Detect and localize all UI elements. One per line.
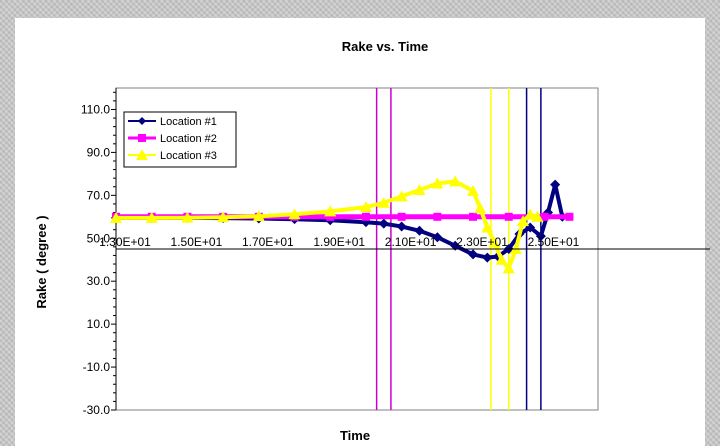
series-2-point: [326, 212, 335, 221]
y-axis: 110.0 90.0 70.0 50.0 30.0 10.0 -10.0 -30.0: [81, 88, 117, 417]
y-tick-label: 10.0: [87, 317, 111, 331]
series-3-point: [324, 205, 337, 217]
series-3-point: [524, 208, 537, 220]
x-tick-label: 2.50E+01: [528, 235, 580, 249]
x-tick-label: 1.90E+01: [313, 235, 365, 249]
series-3-point: [377, 196, 390, 208]
y-tick-label: 50.0: [87, 231, 111, 245]
x-tick-label: 1.30E+01: [99, 235, 151, 249]
series-3-point: [467, 185, 480, 197]
y-axis-title: Rake ( degree ): [34, 215, 49, 308]
series-1-point: [414, 225, 425, 236]
series-1-point: [378, 218, 389, 229]
series-1-point: [550, 179, 561, 190]
series-3-point: [110, 211, 122, 223]
x-axis: 1.30E+01 1.50E+01 1.70E+01 1.90E+01 2.10E+01…: [99, 235, 710, 250]
y-tick-label: -30.0: [83, 403, 111, 417]
series-3-point: [531, 210, 544, 222]
series-group: [110, 175, 574, 274]
series-3-point: [481, 221, 494, 233]
series-3-point: [517, 215, 530, 227]
series-3-point: [431, 177, 444, 189]
series-3-point: [413, 183, 426, 195]
y-tick-label: 110.0: [81, 102, 110, 116]
legend-label-1: Location #1: [160, 116, 217, 128]
series-1-point: [450, 240, 461, 251]
x-tick-label: 2.10E+01: [385, 235, 437, 249]
legend-marker-1: [138, 117, 146, 125]
x-axis-title: Time: [340, 428, 370, 443]
series-3-point: [495, 253, 508, 265]
series-2-point: [504, 212, 513, 221]
series-1-point: [432, 232, 443, 243]
legend-label-2: Location #2: [160, 133, 217, 145]
y-tick-label: 90.0: [87, 145, 111, 159]
series-3-point: [252, 210, 265, 222]
series-3-point: [217, 211, 230, 223]
legend-label-3: Location #3: [160, 150, 217, 162]
series-2-point: [397, 212, 406, 221]
legend-marker-2: [138, 134, 146, 142]
series-2-point: [565, 212, 574, 221]
y-tick-label: -10.0: [83, 360, 111, 374]
x-tick-label: 1.50E+01: [171, 235, 223, 249]
series-2-point: [433, 212, 442, 221]
x-tick-label: 2.30E+01: [456, 235, 508, 249]
series-3-point: [145, 211, 158, 223]
series-2-point: [361, 212, 370, 221]
series-3-point: [502, 262, 515, 274]
series-3-point: [181, 211, 194, 223]
series-2-point: [469, 212, 478, 221]
series-3-point: [449, 175, 462, 187]
series-1-point: [482, 252, 493, 263]
series-3-point: [288, 208, 301, 220]
series-1-point: [535, 231, 546, 242]
series-2-point: [540, 212, 549, 221]
legend-marker-3: [136, 149, 148, 160]
series-3-point: [474, 202, 487, 214]
series-1-point: [468, 249, 479, 260]
series-1-point: [396, 221, 407, 232]
x-tick-label: 1.70E+01: [242, 235, 294, 249]
y-tick-label: 70.0: [87, 188, 111, 202]
legend: Location #1 Location #2 Location #3: [123, 111, 237, 168]
series-3-point: [359, 201, 372, 213]
series-3-point: [488, 236, 501, 248]
series-3-point: [395, 190, 408, 202]
chart-title: Rake vs. Time: [342, 39, 428, 54]
y-tick-label: 30.0: [87, 274, 111, 288]
